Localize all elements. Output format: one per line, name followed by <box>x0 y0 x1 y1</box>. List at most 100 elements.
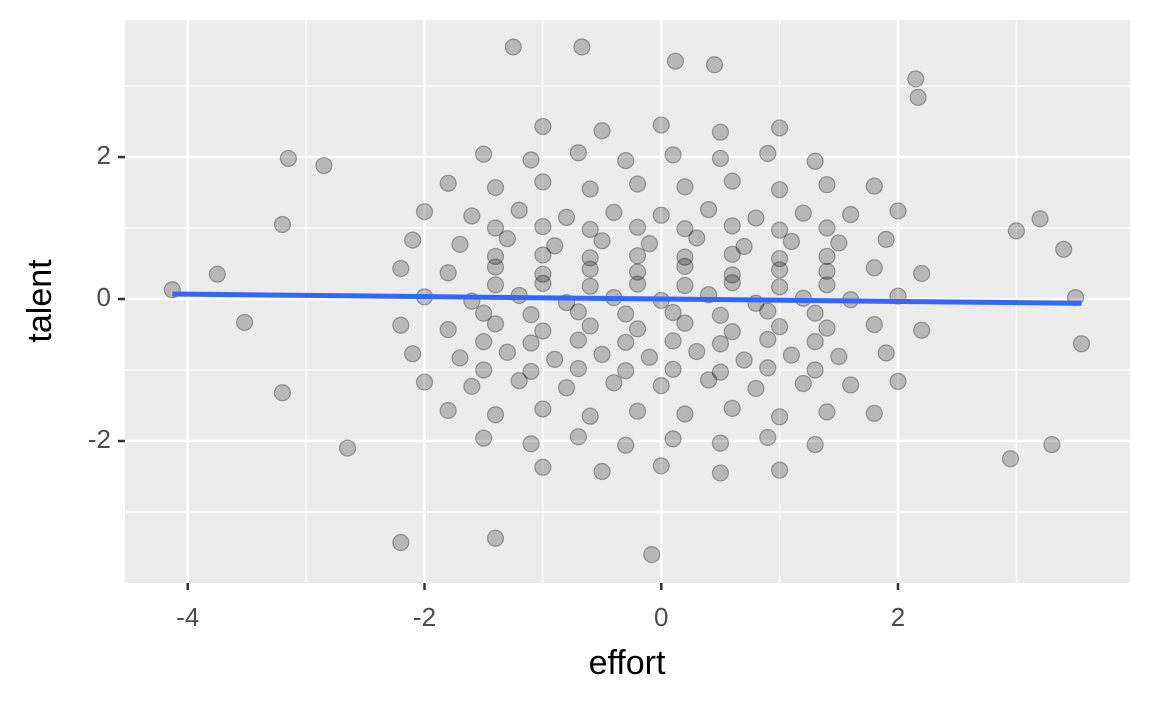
point <box>628 175 647 193</box>
point <box>534 217 552 236</box>
point <box>842 205 860 224</box>
point <box>688 342 706 361</box>
point <box>759 359 777 377</box>
point <box>475 304 493 322</box>
point <box>913 321 931 339</box>
point <box>557 379 576 397</box>
point <box>451 235 469 253</box>
point <box>546 237 564 255</box>
point <box>628 275 647 293</box>
y-tick-label: 0 <box>97 282 111 312</box>
point <box>711 434 730 452</box>
point <box>889 202 907 220</box>
point <box>794 374 812 393</box>
point <box>534 274 552 292</box>
x-axis-title: effort <box>589 644 666 682</box>
point <box>439 264 457 282</box>
point <box>771 221 789 239</box>
point <box>581 407 599 425</box>
point <box>723 217 741 235</box>
y-tick-label: -2 <box>88 424 111 454</box>
point <box>759 330 777 349</box>
point <box>581 317 599 335</box>
point <box>498 343 516 361</box>
point <box>711 306 730 324</box>
point <box>664 332 682 350</box>
point <box>676 314 694 332</box>
y-axis-title: talent <box>21 259 59 343</box>
point <box>782 232 801 251</box>
point <box>486 276 505 294</box>
x-tick-label: -2 <box>413 602 436 632</box>
point <box>652 457 670 475</box>
point <box>1007 222 1025 240</box>
point <box>771 461 789 479</box>
point <box>534 458 552 476</box>
point <box>794 204 812 222</box>
point <box>759 144 777 163</box>
point <box>676 248 694 266</box>
point <box>569 331 587 349</box>
point <box>782 346 801 364</box>
point <box>522 362 540 381</box>
point <box>522 334 540 352</box>
point <box>593 122 611 140</box>
point <box>628 263 647 281</box>
point <box>877 230 895 248</box>
y-tick-label: 2 <box>97 140 111 170</box>
point <box>865 177 883 195</box>
point <box>711 363 730 381</box>
point <box>486 178 505 197</box>
point <box>534 400 552 418</box>
point <box>546 350 564 368</box>
point <box>771 181 789 199</box>
point <box>486 258 505 276</box>
point <box>865 259 883 277</box>
point <box>451 349 469 367</box>
point <box>415 373 434 391</box>
point <box>486 406 505 424</box>
point <box>1031 210 1049 228</box>
point <box>652 206 670 224</box>
point <box>522 435 540 453</box>
point <box>664 146 682 164</box>
point <box>806 333 824 351</box>
point <box>534 173 552 191</box>
point <box>759 302 777 320</box>
point <box>818 319 836 337</box>
point <box>652 116 670 134</box>
point <box>806 152 824 170</box>
point <box>652 377 670 395</box>
point <box>392 533 410 552</box>
point <box>439 174 457 192</box>
point <box>581 220 599 239</box>
point <box>439 401 457 420</box>
point <box>475 429 493 447</box>
point <box>771 408 789 426</box>
point <box>830 234 848 252</box>
point <box>640 348 658 366</box>
point <box>705 56 724 74</box>
point <box>628 402 647 420</box>
point <box>486 315 505 333</box>
point <box>439 320 457 339</box>
point <box>818 176 836 194</box>
point <box>643 546 661 564</box>
point <box>771 261 789 279</box>
point <box>664 430 682 448</box>
point <box>569 359 587 378</box>
point <box>676 276 694 295</box>
point <box>569 428 587 446</box>
point <box>581 260 599 278</box>
point <box>818 276 836 294</box>
point <box>404 345 422 363</box>
point <box>676 220 694 238</box>
point <box>711 123 730 141</box>
point <box>573 38 591 56</box>
point <box>711 149 730 168</box>
point <box>534 117 552 136</box>
point <box>392 259 410 278</box>
point <box>593 462 611 481</box>
point <box>711 335 730 353</box>
x-tick-label: 2 <box>891 602 905 632</box>
